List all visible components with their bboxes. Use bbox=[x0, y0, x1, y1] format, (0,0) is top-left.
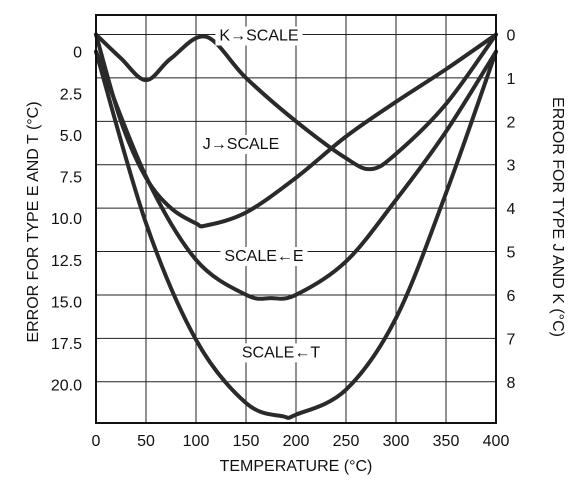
curve-labels: K→SCALE J→SCALE SCALE←E SCALE←T bbox=[198, 26, 325, 363]
x-tick-label: 400 bbox=[483, 433, 510, 450]
x-tick-label: 200 bbox=[283, 433, 310, 450]
k-scale-curve bbox=[94, 32, 498, 172]
right-y-tick-label: 1 bbox=[507, 71, 516, 88]
x-tick-label: 350 bbox=[433, 433, 460, 450]
curves bbox=[94, 32, 498, 420]
x-axis-title: TEMPERATURE (°C) bbox=[220, 458, 373, 475]
scale-t-label: SCALE←T bbox=[242, 344, 320, 361]
right-y-tick-label: 6 bbox=[507, 288, 516, 305]
x-tick-label: 150 bbox=[233, 433, 260, 450]
right-y-axis-title: ERROR FOR TYPE J AND K (°C) bbox=[549, 97, 566, 337]
left-y-tick-label: 20.0 bbox=[51, 378, 82, 395]
x-tick-label: 50 bbox=[137, 433, 155, 450]
x-tick-label: 250 bbox=[333, 433, 360, 450]
plot-frame bbox=[95, 14, 497, 424]
curve-label-background bbox=[215, 26, 303, 46]
k-scale-label: K→SCALE bbox=[219, 28, 298, 45]
x-tick-label: 0 bbox=[92, 433, 101, 450]
right-y-tick-label: 2 bbox=[507, 114, 516, 131]
scale-e-curve bbox=[94, 49, 498, 301]
curve-label-background bbox=[198, 135, 284, 155]
right-y-tick-label: 8 bbox=[507, 375, 516, 392]
left-y-tick-label: 2.5 bbox=[60, 86, 82, 103]
left-y-tick-label: 10.0 bbox=[51, 211, 82, 228]
j-scale-label: J→SCALE bbox=[203, 136, 279, 153]
left-y-tick-label: 5.0 bbox=[60, 128, 82, 145]
curve-label-background bbox=[220, 247, 308, 267]
left-y-axis-title: ERROR FOR TYPE E AND T (°C) bbox=[25, 101, 42, 342]
right-y-tick-label: 5 bbox=[507, 245, 516, 262]
left-y-tick-label: 7.5 bbox=[60, 170, 82, 187]
x-tick-label: 100 bbox=[183, 433, 210, 450]
right-y-tick-label: 7 bbox=[507, 331, 516, 348]
left-y-tick-label: 15.0 bbox=[51, 294, 82, 311]
x-tick-label: 300 bbox=[383, 433, 410, 450]
right-y-tick-label: 3 bbox=[507, 158, 516, 175]
left-y-tick-label: 0 bbox=[73, 45, 82, 62]
scale-e-label: SCALE←E bbox=[224, 248, 303, 265]
left-y-tick-label: 12.5 bbox=[51, 253, 82, 270]
scale-t-curve bbox=[94, 49, 498, 420]
tick-labels: 0 50 100 150 200 250 300 350 400 0 1 2 3 4 5 6 7 8 0 2.5 5.0… bbox=[51, 28, 516, 450]
curve-label-background bbox=[237, 343, 325, 363]
right-y-tick-label: 4 bbox=[507, 201, 516, 218]
right-y-tick-label: 0 bbox=[507, 28, 516, 45]
left-y-tick-label: 17.5 bbox=[51, 336, 82, 353]
